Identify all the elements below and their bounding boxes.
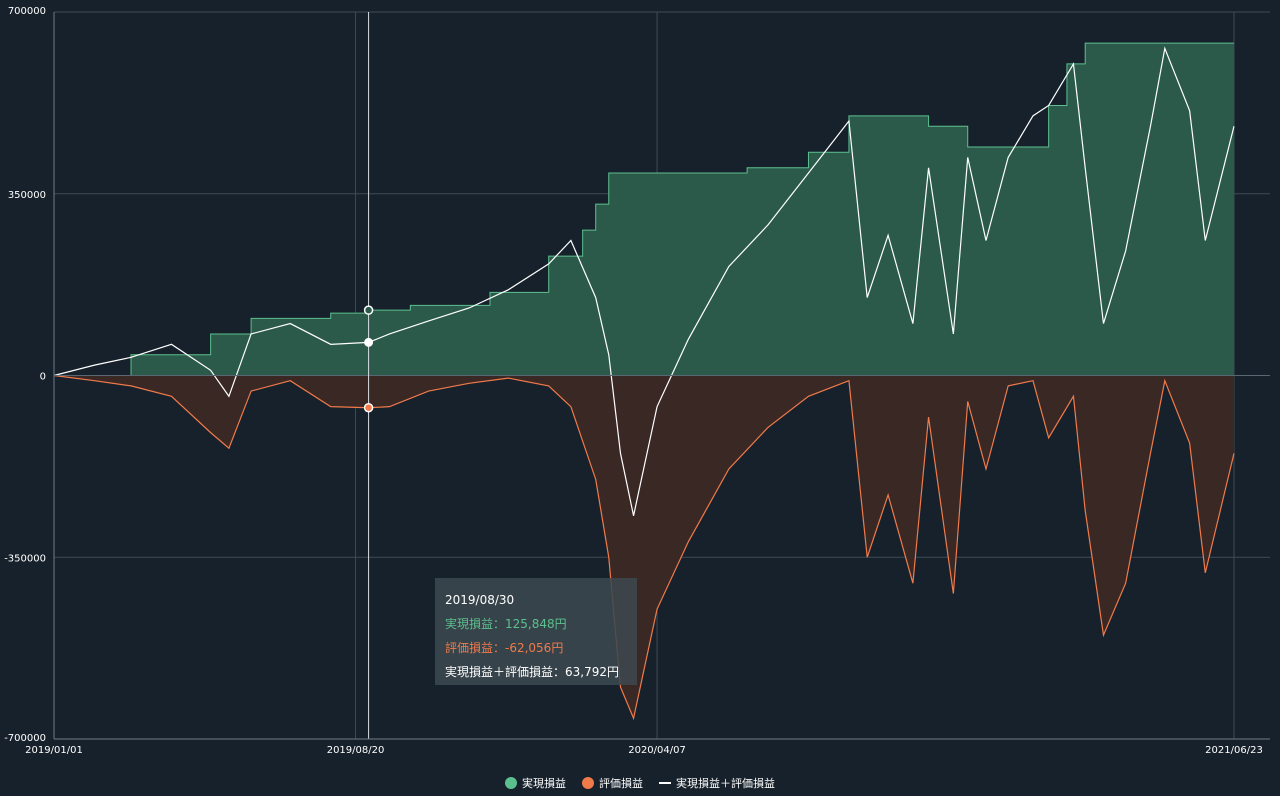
series-realized-line [54, 42, 1234, 376]
legend-marker-realized [505, 777, 517, 789]
crosshair [363, 12, 374, 739]
series-realized-area [54, 43, 1234, 376]
x-tick-label: 2020/04/07 [628, 745, 686, 756]
tooltip-date: 2019/08/30 [445, 593, 515, 607]
legend: 実現損益 評価損益 実現損益＋評価損益 [0, 775, 1280, 791]
x-tick-label: 2019/01/01 [25, 745, 83, 756]
legend-marker-unrealized [582, 777, 594, 789]
series-unrealized-area [54, 375, 1234, 719]
tooltip-total: 実現損益＋評価損益：63,792円 [445, 665, 619, 679]
legend-item-total[interactable]: 実現損益＋評価損益 [659, 775, 775, 791]
legend-item-realized[interactable]: 実現損益 [505, 775, 566, 791]
legend-label-realized: 実現損益 [522, 777, 566, 790]
x-tick-label: 2021/06/23 [1205, 745, 1263, 756]
y-tick-label: -700000 [4, 733, 46, 744]
series-layer [53, 42, 1270, 721]
legend-item-unrealized[interactable]: 評価損益 [582, 775, 643, 791]
tooltip: 2019/08/30 実現損益：125,848円 評価損益：-62,056円 実… [435, 578, 637, 685]
tooltip-unrealized: 評価損益：-62,056円 [445, 641, 564, 655]
y-tick-label: 0 [40, 372, 46, 383]
legend-marker-total [659, 782, 671, 784]
tooltip-realized: 実現損益：125,848円 [445, 617, 567, 631]
y-tick-label: 350000 [8, 190, 46, 201]
y-tick-label: 700000 [8, 6, 46, 17]
legend-label-total: 実現損益＋評価損益 [676, 777, 775, 790]
marker-total [364, 337, 374, 347]
series-unrealized-line [53, 374, 1235, 721]
legend-label-unrealized: 評価損益 [599, 777, 643, 790]
marker-unrealized [363, 402, 374, 413]
marker-realized [363, 305, 374, 315]
x-tick-label: 2019/08/20 [327, 745, 385, 756]
y-tick-label: -350000 [4, 553, 46, 564]
series-total-line [53, 46, 1235, 516]
